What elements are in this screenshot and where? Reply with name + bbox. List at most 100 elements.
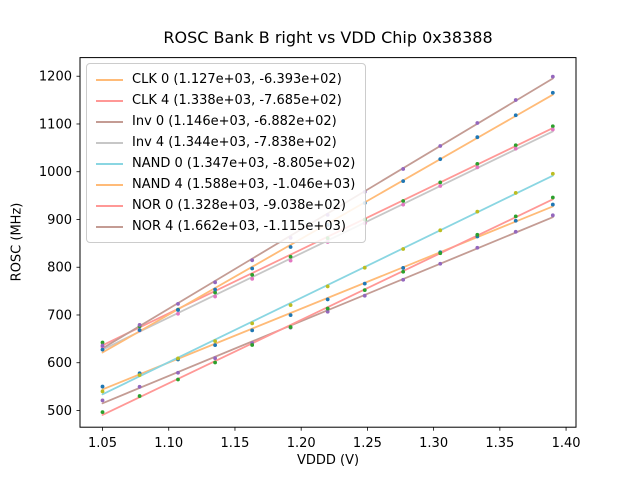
data-point: [176, 301, 180, 306]
x-tick-label: 1.40: [552, 436, 581, 451]
data-point: [250, 328, 255, 333]
y-axis-label: ROSC (MHz): [9, 202, 25, 282]
data-point: [325, 284, 330, 289]
data-point: [513, 214, 518, 219]
legend-line-swatch: [96, 162, 123, 165]
data-point: [513, 218, 518, 223]
data-point: [288, 303, 293, 307]
data-point: [288, 254, 293, 259]
legend-label: NOR 4 (1.662e+03, -1.115e+03): [132, 219, 346, 234]
data-point: [513, 143, 518, 148]
data-point: [475, 161, 480, 166]
data-point: [288, 245, 293, 249]
legend: CLK 0 (1.127e+03, -6.393e+02) CLK 4 (1.33…: [86, 63, 367, 243]
y-tick-label: 1000: [39, 165, 72, 180]
legend-label: NAND 4 (1.588e+03, -1.046e+03): [132, 177, 356, 192]
data-point: [550, 213, 555, 218]
data-point: [438, 251, 443, 256]
data-point: [475, 209, 480, 214]
data-point: [100, 340, 105, 345]
x-tick-label: 1.10: [154, 436, 183, 451]
x-tick-label: 1.20: [287, 436, 316, 451]
data-point: [137, 328, 142, 332]
data-point: [401, 269, 406, 274]
data-point: [250, 321, 255, 326]
data-point: [513, 146, 518, 151]
data-point: [401, 199, 406, 203]
data-point: [213, 360, 217, 365]
data-point: [438, 184, 443, 188]
data-point: [362, 293, 367, 298]
data-point: [176, 311, 180, 316]
data-point: [250, 266, 255, 271]
data-point: [100, 347, 105, 352]
y-tick-label: 600: [47, 356, 72, 371]
data-point: [137, 373, 142, 378]
data-point: [401, 277, 406, 282]
data-point: [362, 281, 367, 286]
data-point: [475, 232, 480, 237]
data-point: [401, 167, 406, 171]
data-point: [176, 377, 180, 382]
y-tick-label: 500: [47, 404, 72, 419]
legend-entry-clk-4: CLK 4 (1.338e+03, -7.685e+02): [96, 90, 355, 111]
legend-label: Inv 4 (1.344e+03, -7.838e+02): [132, 135, 337, 150]
data-point: [176, 308, 180, 312]
legend-entry-clk-0: CLK 0 (1.127e+03, -6.393e+02): [96, 69, 355, 90]
legend-label: CLK 0 (1.127e+03, -6.393e+02): [132, 72, 342, 87]
data-point: [438, 180, 443, 185]
y-tick-label: 1200: [39, 70, 72, 85]
data-point: [288, 325, 293, 329]
data-point: [213, 290, 217, 295]
data-point: [550, 124, 555, 129]
data-point: [513, 98, 518, 102]
x-tick-label: 1.15: [220, 436, 249, 451]
data-point: [475, 245, 480, 250]
data-point: [176, 370, 180, 375]
legend-line-swatch: [96, 183, 123, 186]
data-point: [250, 272, 255, 277]
y-tick-label: 700: [47, 308, 72, 323]
data-point: [550, 90, 555, 95]
data-point: [250, 276, 255, 281]
legend-entry-nor-0: NOR 0 (1.328e+03, -9.038e+02): [96, 195, 355, 216]
data-point: [137, 394, 142, 398]
x-tick-label: 1.05: [88, 436, 117, 451]
legend-entry-inv-4: Inv 4 (1.344e+03, -7.838e+02): [96, 132, 355, 153]
data-point: [550, 127, 555, 132]
data-point: [401, 247, 406, 251]
data-point: [137, 323, 142, 327]
x-tick-label: 1.30: [419, 436, 448, 451]
legend-label: NOR 0 (1.328e+03, -9.038e+02): [132, 198, 346, 213]
legend-line-swatch: [96, 204, 123, 207]
data-point: [137, 384, 142, 389]
y-tick-label: 1100: [39, 117, 72, 132]
data-point: [213, 294, 217, 299]
legend-entry-inv-0: Inv 0 (1.146e+03, -6.882e+02): [96, 111, 355, 132]
series-points-nor-0: [100, 195, 555, 415]
data-point: [250, 258, 255, 263]
data-point: [438, 261, 443, 266]
data-point: [288, 258, 293, 263]
data-point: [513, 113, 518, 118]
data-point: [550, 74, 555, 79]
data-point: [325, 309, 330, 314]
data-point: [213, 356, 217, 361]
legend-line-swatch: [96, 78, 123, 81]
legend-line-swatch: [96, 141, 123, 144]
data-point: [100, 410, 105, 415]
data-point: [213, 280, 217, 285]
axes-spines: [79, 57, 577, 428]
data-point: [213, 287, 217, 292]
data-point: [100, 343, 105, 348]
data-point: [401, 202, 406, 207]
legend-label: Inv 0 (1.146e+03, -6.882e+02): [132, 114, 337, 129]
legend-entry-nand-0: NAND 0 (1.347e+03, -8.805e+02): [96, 153, 355, 174]
legend-line-swatch: [96, 120, 123, 123]
data-point: [325, 297, 330, 302]
data-point: [362, 288, 367, 293]
data-point: [438, 157, 443, 162]
data-point: [362, 265, 367, 270]
y-tick-label: 800: [47, 261, 72, 276]
